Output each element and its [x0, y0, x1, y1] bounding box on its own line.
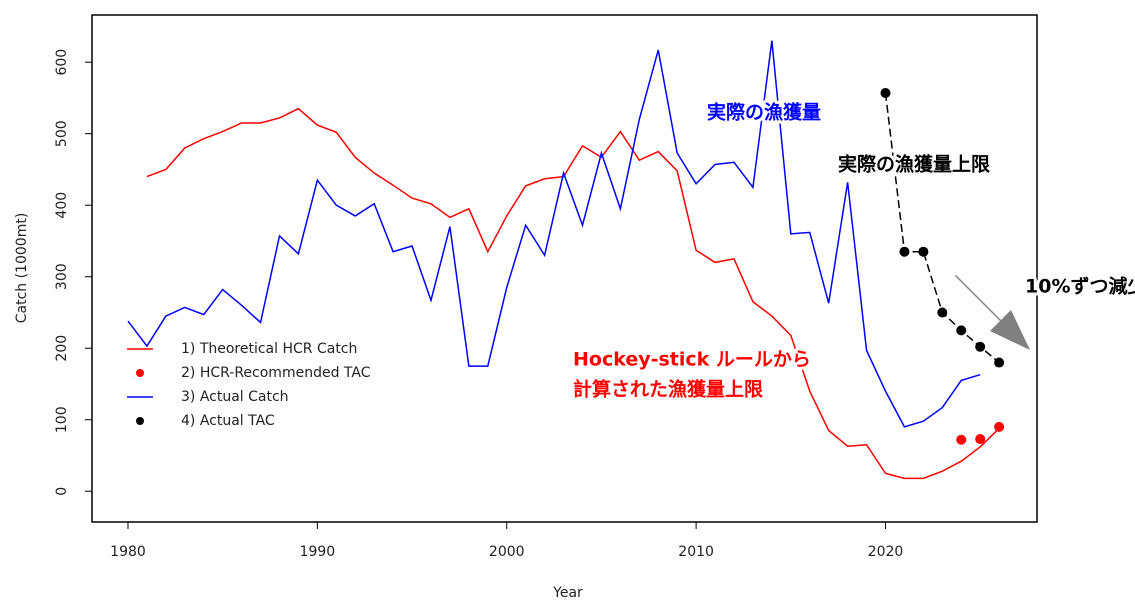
x-tick-label: 1980	[110, 544, 146, 560]
y-tick-label: 600	[54, 49, 70, 76]
annotation: 実際の漁獲量	[707, 101, 821, 124]
legend-label: 4) Actual TAC	[181, 413, 275, 429]
annotation: Hockey-stick ルールから	[573, 349, 811, 371]
y-tick-label: 200	[54, 335, 70, 362]
annotation: 実際の漁獲量上限	[838, 153, 990, 176]
series-line	[127, 40, 981, 428]
x-tick-label: 2020	[868, 544, 904, 560]
x-tick-label: 2000	[489, 544, 525, 560]
y-tick-label: 100	[54, 406, 70, 433]
data-point	[956, 434, 967, 445]
x-axis-label: Year	[552, 585, 583, 601]
legend: 1) Theoretical HCR Catch 2) HCR-Recommend…	[127, 341, 371, 429]
y-tick-label: 500	[54, 120, 70, 147]
legend-label: 2) HCR-Recommended TAC	[181, 365, 371, 381]
legend-label: 1) Theoretical HCR Catch	[181, 341, 357, 357]
x-tick-label: 2010	[678, 544, 714, 560]
y-tick-label: 400	[54, 192, 70, 219]
annotation: 計算された漁獲量上限	[573, 378, 763, 401]
x-tick-label: 1990	[300, 544, 336, 560]
data-point	[918, 246, 929, 257]
y-tick-label: 300	[54, 263, 70, 290]
data-point	[880, 87, 891, 98]
y-tick-label: 0	[54, 487, 70, 496]
legend-symbol	[136, 417, 144, 425]
data-point	[956, 325, 967, 336]
legend-symbol	[136, 369, 144, 377]
data-point	[975, 434, 986, 445]
series-line	[146, 107, 1000, 480]
annotation: 10%ずつ減少	[1025, 275, 1135, 298]
data-point	[899, 246, 910, 257]
trend-arrow	[938, 275, 1030, 350]
data-point	[994, 357, 1005, 368]
arrow-shape	[938, 275, 1030, 350]
data-point	[994, 421, 1005, 432]
plot-frame	[91, 14, 1038, 523]
data-point	[975, 341, 986, 352]
legend-label: 3) Actual Catch	[181, 389, 289, 405]
y-axis-label: Catch (1000mt)	[14, 213, 30, 324]
data-point	[937, 307, 948, 318]
series-line	[884, 92, 1000, 364]
